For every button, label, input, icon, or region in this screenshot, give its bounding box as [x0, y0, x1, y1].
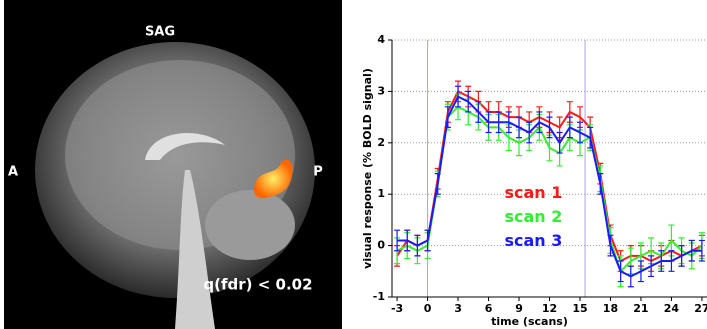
- y-axis-title: visual response (% BOLD signal): [361, 68, 374, 269]
- mri-image: SAG A P q(fdr) < 0.02: [4, 0, 342, 329]
- x-tick-label: -3: [391, 302, 403, 315]
- y-tick-label: 4: [377, 33, 385, 46]
- y-tick-label: 1: [377, 187, 385, 200]
- x-tick-label: 15: [572, 302, 587, 315]
- y-tick-label: 3: [377, 84, 385, 97]
- anterior-label: A: [8, 165, 18, 180]
- x-tick-label: 24: [664, 302, 680, 315]
- x-tick-label: 3: [454, 302, 462, 315]
- x-axis-title: time (scans): [491, 315, 568, 328]
- x-tick-label: 27: [694, 302, 707, 315]
- x-tick-label: 12: [542, 302, 557, 315]
- threshold-label: q(fdr) < 0.02: [203, 276, 312, 294]
- y-tick-label: 0: [377, 239, 385, 252]
- y-tick-label: -1: [373, 290, 385, 303]
- x-tick-label: 18: [603, 302, 618, 315]
- y-tick-label: 2: [377, 136, 385, 149]
- x-tick-label: 9: [515, 302, 523, 315]
- x-tick-label: 21: [633, 302, 648, 315]
- view-label: SAG: [145, 25, 175, 40]
- posterior-label: P: [313, 165, 323, 180]
- legend-label: scan 2: [505, 207, 563, 226]
- legend-label: scan 3: [505, 231, 563, 250]
- figure: SAG A P q(fdr) < 0.02 -101234-3036912151…: [0, 0, 707, 329]
- x-tick-label: 6: [485, 302, 493, 315]
- cerebellum: [205, 190, 295, 260]
- x-tick-label: 0: [424, 302, 432, 315]
- legend-label: scan 1: [505, 183, 563, 202]
- page: {"image": {"view": "SAG", "left": "A", "…: [0, 0, 707, 329]
